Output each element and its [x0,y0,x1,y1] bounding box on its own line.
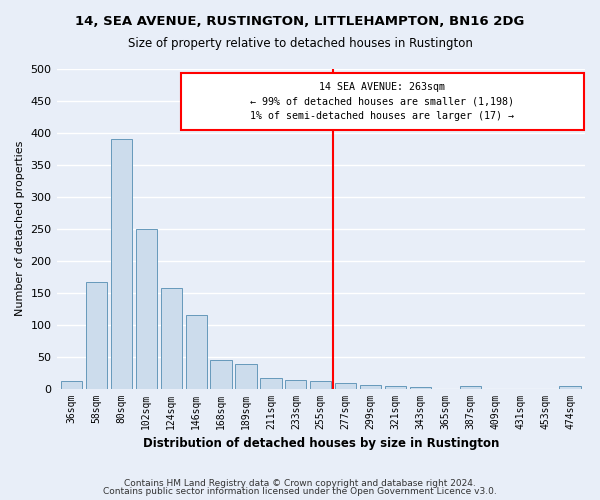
Bar [360,384,381,388]
Text: 14 SEA AVENUE: 263sqm
← 99% of detached houses are smaller (1,198)
1% of semi-de: 14 SEA AVENUE: 263sqm ← 99% of detached … [250,82,514,122]
Text: 14, SEA AVENUE, RUSTINGTON, LITTLEHAMPTON, BN16 2DG: 14, SEA AVENUE, RUSTINGTON, LITTLEHAMPTO… [76,15,524,28]
Bar [86,282,107,389]
Bar [559,386,581,388]
Bar [136,230,157,388]
Bar [211,360,232,388]
Bar [285,380,307,388]
Bar [385,386,406,388]
FancyBboxPatch shape [181,74,584,130]
Text: Size of property relative to detached houses in Rustington: Size of property relative to detached ho… [128,38,472,51]
Text: Contains public sector information licensed under the Open Government Licence v3: Contains public sector information licen… [103,487,497,496]
Y-axis label: Number of detached properties: Number of detached properties [15,141,25,316]
Bar [161,288,182,388]
Bar [185,315,207,388]
Bar [335,384,356,388]
Bar [111,140,132,388]
Bar [310,381,331,388]
Bar [410,386,431,388]
Bar [460,386,481,388]
Bar [235,364,257,388]
Bar [260,378,281,388]
X-axis label: Distribution of detached houses by size in Rustington: Distribution of detached houses by size … [143,437,499,450]
Text: Contains HM Land Registry data © Crown copyright and database right 2024.: Contains HM Land Registry data © Crown c… [124,478,476,488]
Bar [61,381,82,388]
